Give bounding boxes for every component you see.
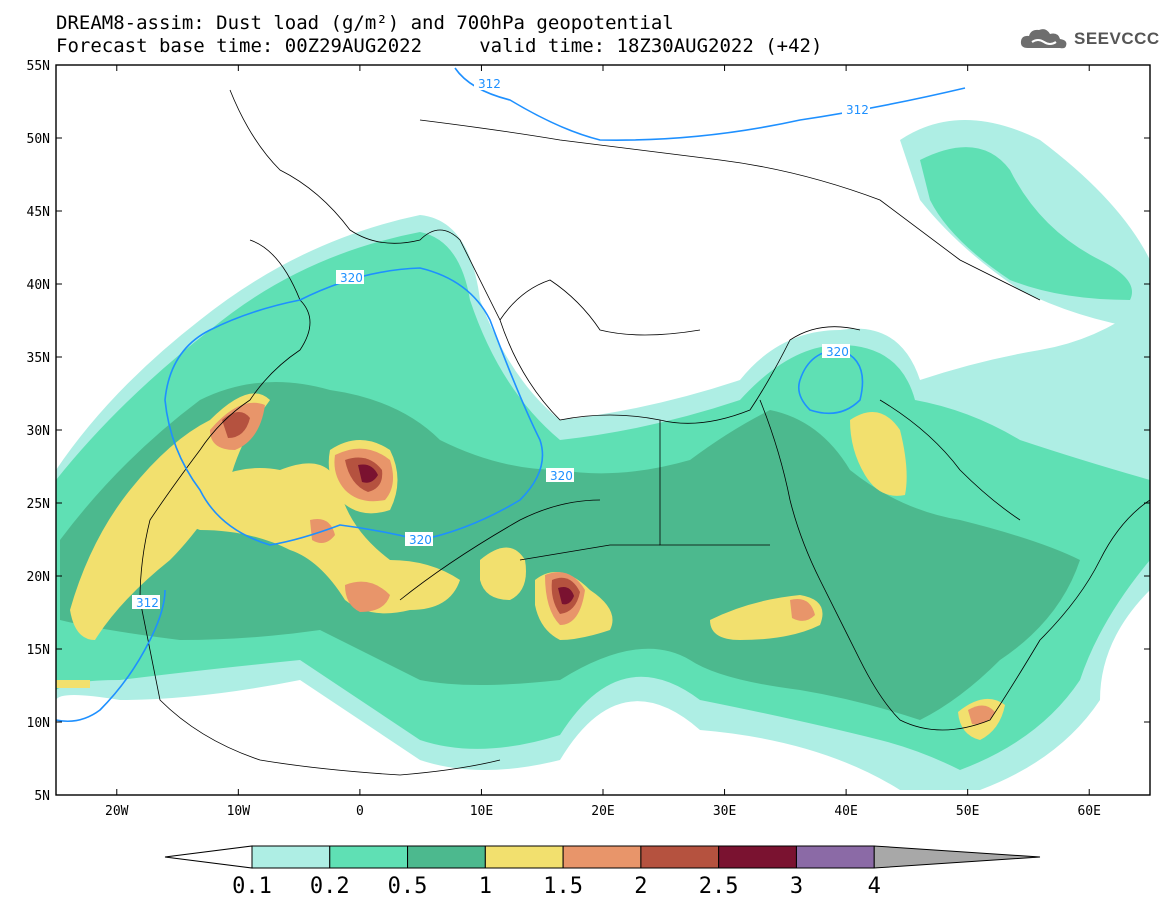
colorbar-swatch <box>640 845 720 869</box>
contour-label: 320 <box>550 469 573 483</box>
contour-320-west <box>164 267 544 546</box>
colorbar-label: 2.5 <box>699 874 739 899</box>
colorbar-swatch <box>251 845 331 869</box>
lon-tick-label: 60E <box>1077 804 1100 819</box>
lon-tick-label: 0 <box>356 804 364 819</box>
dust-region-1 <box>70 393 270 640</box>
dust-region-0.2 <box>920 147 1132 300</box>
dust-region-1.5 <box>790 599 815 621</box>
colorbar: 0.1 0.2 0.5 1 1.5 2 2.5 3 4 <box>164 845 1041 899</box>
colorbar-swatch <box>484 845 564 869</box>
colorbar-swatch <box>795 845 875 869</box>
lat-tick-label: 35N <box>27 351 50 366</box>
map-title-line1: DREAM8-assim: Dust load (g/m²) and 700hP… <box>56 12 674 34</box>
dust-fields <box>56 120 1150 790</box>
axis-ticks: 5N 10N 15N 20N 25N 30N 35N 40N 45N 50N 55N 20W 10W 0 1… <box>27 59 1150 819</box>
lon-tick-label: 20W <box>105 804 129 819</box>
dust-region-1.5 <box>968 705 995 725</box>
dust-region-1 <box>850 412 907 496</box>
contour-label: 312 <box>136 596 159 610</box>
colorbar-label: 0.1 <box>232 874 272 899</box>
colorbar-swatch <box>407 845 486 869</box>
contour-label: 312 <box>478 77 501 91</box>
lat-tick-label: 10N <box>27 716 50 731</box>
colorbar-label: 0.5 <box>388 874 428 899</box>
lon-tick-label: 10E <box>470 804 493 819</box>
lon-tick-label: 10W <box>227 804 251 819</box>
lat-tick-label: 55N <box>27 59 50 74</box>
colorbar-label: 0.2 <box>310 874 350 899</box>
dust-region-1 <box>480 547 526 600</box>
lon-tick-label: 40E <box>834 804 857 819</box>
dust-region-2.5 <box>358 464 378 483</box>
contour-label: 320 <box>826 345 849 359</box>
contour-label: 320 <box>340 271 363 285</box>
colorbar-swatch <box>329 845 409 869</box>
cloud-icon <box>1020 29 1067 49</box>
lat-tick-label: 25N <box>27 497 50 512</box>
lat-tick-label: 20N <box>27 570 50 585</box>
contour-label: 312 <box>846 103 869 117</box>
colorbar-label: 4 <box>868 874 881 899</box>
seevccc-logo: SEEVCCC <box>1018 26 1160 52</box>
colorbar-label: 1 <box>479 874 492 899</box>
lat-tick-label: 15N <box>27 643 50 658</box>
contour-312-north <box>454 67 966 141</box>
dust-region-2 <box>222 411 250 438</box>
colorbar-label: 1.5 <box>543 874 583 899</box>
contour-312-west <box>56 589 166 723</box>
contour-labels: 312 312 320 320 320 320 312 <box>132 76 870 610</box>
lon-tick-label: 30E <box>713 804 736 819</box>
lat-tick-label: 5N <box>34 789 50 804</box>
colorbar-over-arrow <box>873 845 1041 869</box>
lat-tick-label: 40N <box>27 278 50 293</box>
lon-tick-label: 20E <box>591 804 614 819</box>
lon-tick-label: 50E <box>956 804 979 819</box>
dust-region-2.5 <box>558 587 574 605</box>
colorbar-label: 3 <box>790 874 803 899</box>
lat-tick-label: 50N <box>27 132 50 147</box>
colorbar-under-arrow <box>164 845 253 869</box>
map-title-line2: Forecast base time: 00Z29AUG2022 valid t… <box>56 35 823 57</box>
colorbar-swatch <box>718 845 797 869</box>
lat-tick-label: 45N <box>27 205 50 220</box>
dust-region-1 <box>56 680 90 688</box>
lat-tick-label: 30N <box>27 424 50 439</box>
colorbar-label: 2 <box>634 874 647 899</box>
colorbar-swatch <box>562 845 642 869</box>
dust-region-1.5 <box>345 581 390 612</box>
coastlines <box>139 89 1150 776</box>
contour-label: 320 <box>409 533 432 547</box>
logo-text: SEEVCCC <box>1074 29 1160 48</box>
